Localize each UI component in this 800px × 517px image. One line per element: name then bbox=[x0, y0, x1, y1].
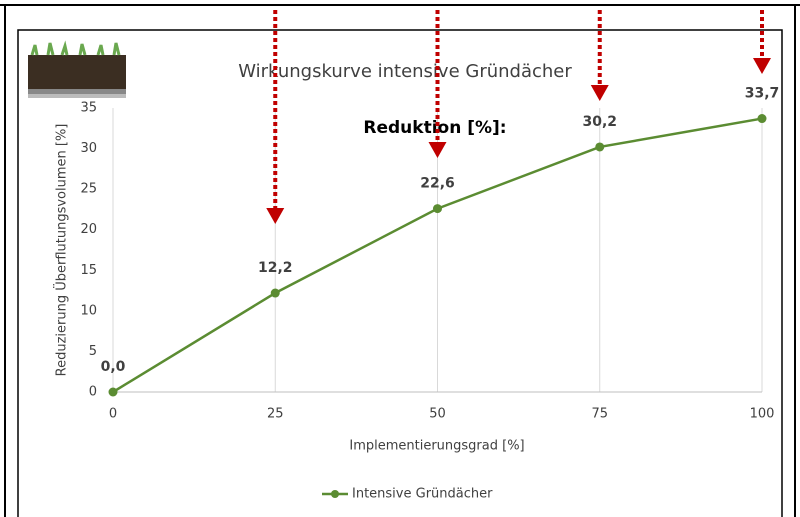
data-point bbox=[109, 388, 118, 397]
y-tick-label: 25 bbox=[80, 182, 97, 197]
data-point bbox=[595, 142, 604, 151]
legend-marker bbox=[331, 490, 339, 498]
data-label: 33,7 bbox=[745, 86, 780, 102]
legend-label: Intensive Gründächer bbox=[352, 487, 493, 502]
y-tick-label: 15 bbox=[80, 263, 97, 278]
x-tick-label: 0 bbox=[109, 407, 117, 422]
y-tick-label: 10 bbox=[80, 303, 97, 318]
data-label: 12,2 bbox=[258, 260, 293, 276]
y-tick-label: 5 bbox=[89, 344, 97, 359]
data-point bbox=[271, 289, 280, 298]
x-tick-label: 100 bbox=[750, 407, 775, 422]
x-tick-label: 25 bbox=[267, 407, 284, 422]
y-axis-label: Reduzierung Überflutungsvolumen [%] bbox=[53, 124, 70, 377]
annotation: Reduktion [%]: bbox=[363, 118, 506, 138]
data-point bbox=[758, 114, 767, 123]
chart-title: Wirkungskurve intensive Gründächer bbox=[238, 61, 572, 82]
y-tick-label: 0 bbox=[89, 385, 97, 400]
chart: Wirkungskurve intensive Gründächer Reduk… bbox=[0, 0, 800, 517]
data-label: 30,2 bbox=[582, 114, 617, 130]
y-tick-label: 20 bbox=[80, 222, 97, 237]
y-tick-label: 30 bbox=[80, 141, 97, 156]
data-point bbox=[433, 204, 442, 213]
y-tick-label: 35 bbox=[80, 101, 97, 116]
data-label: 0,0 bbox=[101, 359, 126, 375]
x-tick-label: 75 bbox=[591, 407, 608, 422]
x-tick-label: 50 bbox=[429, 407, 446, 422]
x-axis-label: Implementierungsgrad [%] bbox=[349, 439, 524, 454]
data-label: 22,6 bbox=[420, 176, 455, 192]
